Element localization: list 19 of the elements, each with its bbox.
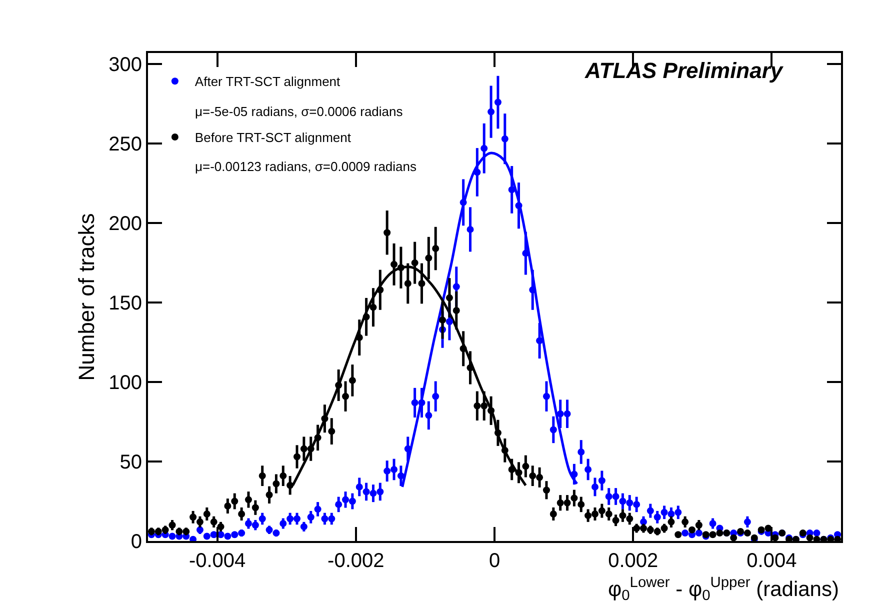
annotation: μ=-0.00123 radians, σ=0.0009 radians: [195, 159, 417, 174]
x-tick-label: 0.004: [746, 550, 797, 572]
legend-label: Before TRT-SCT alignment: [194, 130, 352, 146]
y-axis-title: Number of tracks: [74, 213, 99, 381]
y-tick-label: 200: [108, 213, 142, 236]
y-tick-label: 0: [130, 531, 142, 553]
y-tick-label: 50: [120, 452, 142, 474]
x-axis-title: φ$_{0}$$^{Lower}$ - φ$_{0}$$^{Upper}$ (radians): [608, 575, 839, 604]
annotation: ATLAS Preliminary: [584, 58, 784, 83]
x-tick-label: -0.004: [188, 550, 246, 572]
legend-label: After TRT-SCT alignment: [194, 74, 341, 90]
annotation: μ=-5e-05 radians, σ=0.0006 radians: [195, 104, 404, 119]
y-tick-label: 150: [108, 292, 142, 315]
y-tick-label: 100: [108, 372, 142, 394]
x-tick-label: 0.002: [608, 550, 658, 572]
x-tick-label: -0.002: [328, 550, 384, 572]
x-tick-label: 0: [488, 550, 500, 572]
y-tick-label: 300: [108, 54, 142, 76]
y-tick-label: 250: [108, 134, 142, 156]
